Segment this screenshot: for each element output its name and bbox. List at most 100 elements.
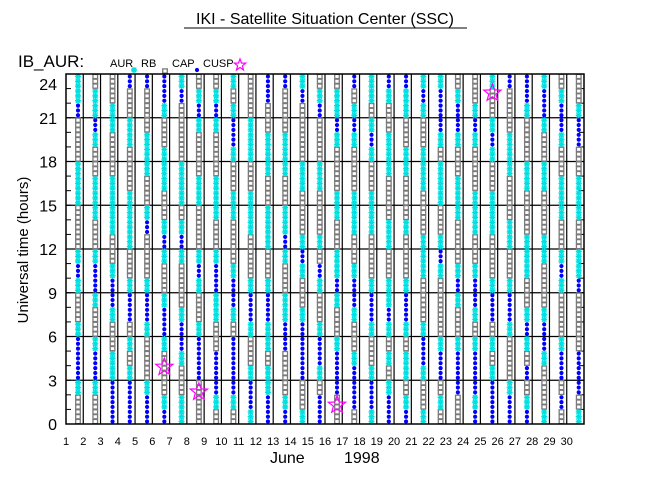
cap-point [507, 400, 512, 405]
cap-point [196, 356, 201, 361]
rb-point [437, 292, 444, 298]
aur-point [316, 185, 323, 192]
cusp-point [326, 394, 348, 414]
rb-point [541, 370, 548, 376]
rb-point [489, 166, 496, 172]
rb-point [230, 418, 237, 425]
rb-point [489, 180, 496, 187]
aur-point [92, 185, 99, 192]
cap-point [231, 341, 236, 346]
cap-point [283, 327, 288, 332]
rb-point [523, 214, 530, 221]
aur-point [144, 282, 151, 289]
rb-point [334, 243, 340, 250]
aur-point [316, 277, 323, 284]
rb-point [489, 272, 496, 279]
cap-point [438, 259, 443, 264]
cap-point [265, 302, 271, 307]
rb-point [161, 263, 168, 269]
rb-point [403, 243, 410, 250]
rb-point [195, 83, 202, 89]
rb-point [126, 268, 133, 274]
cap-point [559, 127, 564, 132]
cap-point [559, 351, 564, 356]
aur-point [109, 209, 116, 216]
aur-point [420, 73, 427, 80]
aur-point [178, 170, 185, 177]
cap-point [110, 414, 115, 419]
rb-point [385, 345, 392, 352]
aur-point [368, 214, 375, 221]
rb-point [264, 253, 271, 260]
rb-point [75, 238, 81, 245]
rb-point [506, 175, 513, 182]
aur-point [368, 331, 375, 338]
rb-point [351, 336, 358, 342]
aur-point [126, 340, 133, 347]
aur-point [178, 185, 185, 192]
rb-point [489, 268, 496, 274]
rb-point [161, 389, 168, 396]
day-column [195, 73, 202, 425]
aur-point [472, 136, 479, 143]
y-tick-label: 3 [48, 373, 57, 390]
aur-point [230, 306, 237, 313]
rb-point [126, 170, 133, 177]
cap-point [283, 239, 288, 244]
cap-point [490, 419, 495, 424]
aur-point [247, 214, 254, 221]
rb-point [334, 175, 340, 182]
rb-point [575, 336, 582, 342]
aur-point [385, 136, 392, 143]
aur-point [178, 165, 185, 172]
cap-point [248, 390, 253, 395]
rb-point [541, 229, 548, 235]
aur-point [92, 248, 99, 255]
cap-point [248, 293, 253, 298]
aur-point [161, 175, 168, 182]
aur-point [351, 263, 358, 270]
aur-point [316, 326, 323, 333]
aur-point [92, 180, 99, 187]
cap-point [93, 375, 98, 380]
aur-point [230, 199, 237, 206]
aur-point [161, 146, 168, 153]
rb-point [403, 272, 410, 279]
rb-point [213, 219, 220, 226]
aur-point [368, 282, 375, 289]
cap-point [473, 390, 478, 395]
aur-point [403, 97, 410, 104]
aur-point [247, 277, 254, 284]
rb-point [575, 394, 582, 401]
rb-point [472, 156, 479, 162]
rb-point [316, 127, 323, 133]
y-tick-label: 15 [39, 198, 57, 215]
aur-point [178, 180, 185, 187]
aur-point [264, 243, 271, 250]
aur-point [385, 141, 392, 148]
cap-point [283, 341, 288, 346]
rb-point [109, 83, 116, 89]
cap-point [490, 297, 495, 303]
aur-point [420, 233, 427, 240]
rb-point [523, 229, 530, 235]
rb-point [92, 224, 99, 230]
cap-point [248, 307, 253, 312]
rb-point [247, 73, 254, 80]
rb-point [575, 326, 582, 332]
aur-point [247, 228, 254, 235]
cap-point [507, 307, 512, 312]
cap-point [334, 122, 340, 128]
cap-point [559, 395, 564, 400]
rb-point [558, 78, 565, 85]
aur-point [213, 403, 220, 410]
aur-point [299, 413, 306, 420]
cap-point [231, 356, 236, 361]
rb-point [420, 277, 427, 284]
rb-point [75, 229, 81, 235]
rb-point [420, 307, 427, 313]
aur-point [454, 199, 461, 206]
aur-point [403, 365, 410, 372]
aur-point [351, 360, 358, 367]
rb-point [403, 200, 410, 206]
